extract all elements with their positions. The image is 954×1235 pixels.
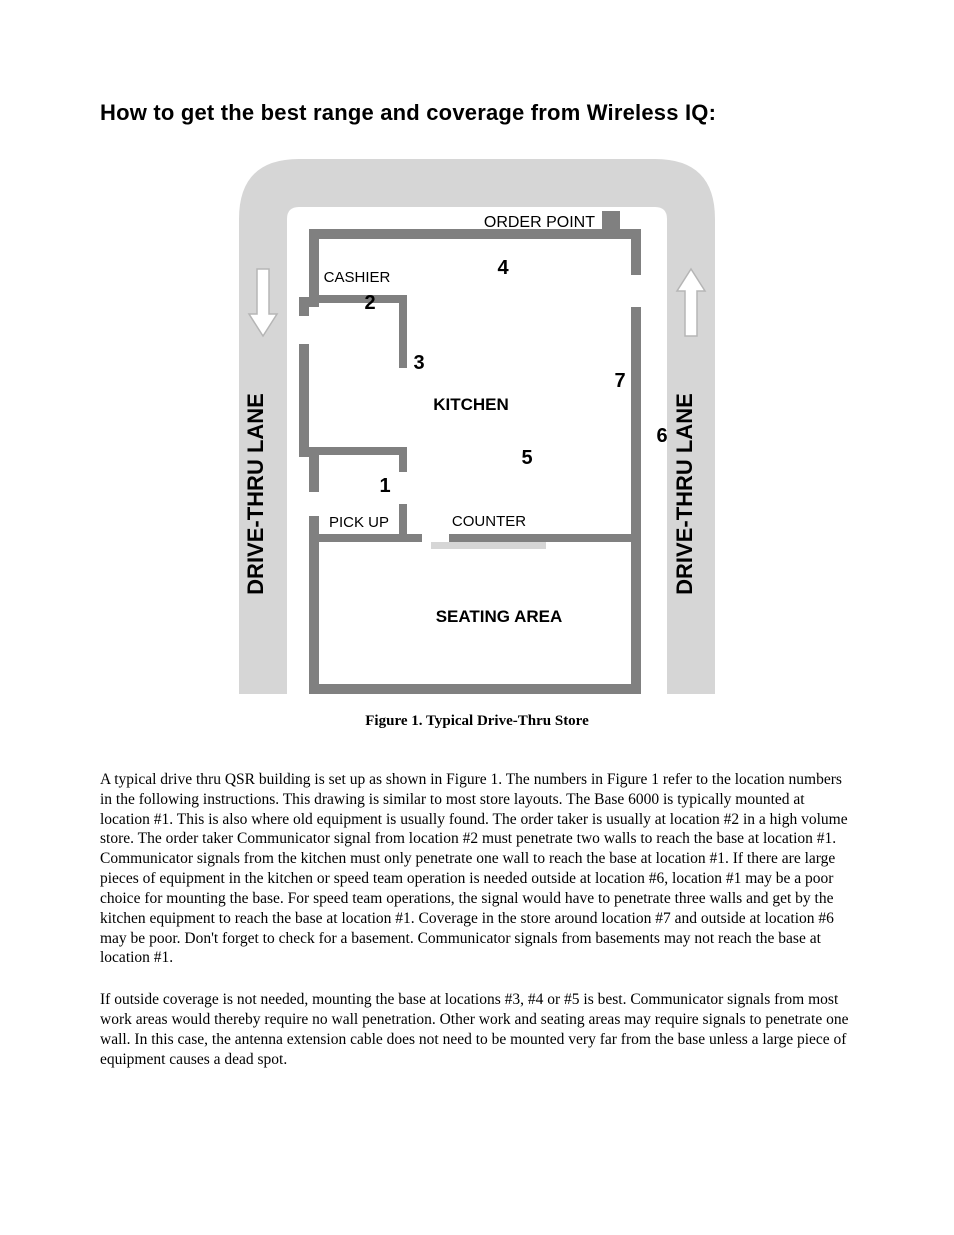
num-7: 7 [614,370,625,392]
num-2: 2 [364,292,375,314]
num-5: 5 [521,447,532,469]
body-paragraph-1: A typical drive thru QSR building is set… [100,770,854,968]
figure-caption: Figure 1. Typical Drive-Thru Store [100,713,854,730]
page: How to get the best range and coverage f… [0,0,954,1152]
label-cashier: CASHIER [324,269,391,286]
label-kitchen: KITCHEN [433,395,509,414]
label-pickup: PICK UP [329,514,389,531]
num-6: 6 [656,425,667,447]
label-order-point: ORDER POINT [484,214,595,231]
interior-walls [309,295,635,549]
label-seating: SEATING AREA [436,607,563,626]
num-4: 4 [497,257,509,279]
body-paragraph-2: If outside coverage is not needed, mount… [100,990,854,1069]
figure-1: ORDER POINT CASHIER PICK UP KITCHEN COUN… [100,154,854,699]
order-point-marker [602,211,620,229]
num-3: 3 [413,352,424,374]
counter-bar [431,542,546,549]
drive-thru-diagram: ORDER POINT CASHIER PICK UP KITCHEN COUN… [227,154,727,694]
label-counter: COUNTER [452,513,526,530]
page-title: How to get the best range and coverage f… [100,100,854,126]
num-1: 1 [379,475,390,497]
label-lane-right: DRIVE-THRU LANE [672,393,697,595]
label-lane-left: DRIVE-THRU LANE [243,393,268,595]
